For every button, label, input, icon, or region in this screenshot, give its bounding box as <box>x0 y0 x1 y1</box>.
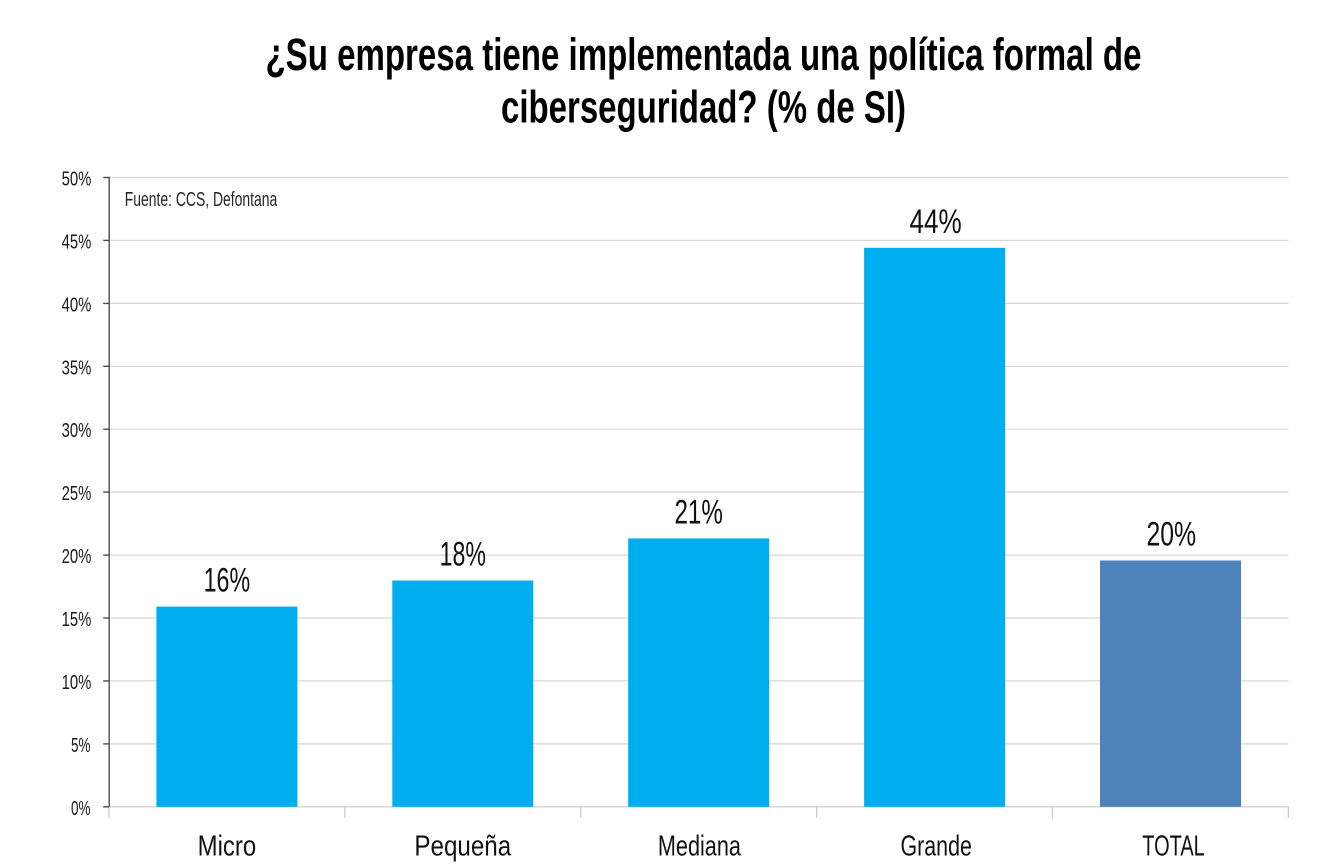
svg-text:¿Su empresa tiene implementada: ¿Su empresa tiene implementada una polít… <box>266 29 1142 80</box>
svg-text:Grande: Grande <box>901 831 972 863</box>
svg-text:16%: 16% <box>204 562 251 600</box>
svg-text:ciberseguridad? (% de SI): ciberseguridad? (% de SI) <box>501 82 906 133</box>
svg-text:20%: 20% <box>1147 516 1197 554</box>
svg-text:15%: 15% <box>62 609 92 631</box>
svg-text:45%: 45% <box>62 231 92 253</box>
svg-text:25%: 25% <box>62 483 92 505</box>
svg-text:10%: 10% <box>62 672 92 694</box>
svg-text:20%: 20% <box>62 546 92 568</box>
svg-text:0%: 0% <box>71 798 91 820</box>
svg-text:Fuente: CCS, Defontana: Fuente: CCS, Defontana <box>125 189 278 211</box>
svg-text:50%: 50% <box>62 169 92 191</box>
svg-text:TOTAL: TOTAL <box>1142 831 1205 863</box>
svg-text:Mediana: Mediana <box>658 831 742 863</box>
svg-text:Micro: Micro <box>198 831 257 863</box>
svg-text:44%: 44% <box>910 203 962 241</box>
svg-text:18%: 18% <box>440 536 486 574</box>
svg-text:35%: 35% <box>62 357 92 379</box>
svg-text:Pequeña: Pequeña <box>414 831 512 863</box>
svg-text:5%: 5% <box>71 735 91 757</box>
svg-text:40%: 40% <box>62 294 92 316</box>
svg-text:30%: 30% <box>62 420 92 442</box>
svg-text:21%: 21% <box>674 493 723 531</box>
